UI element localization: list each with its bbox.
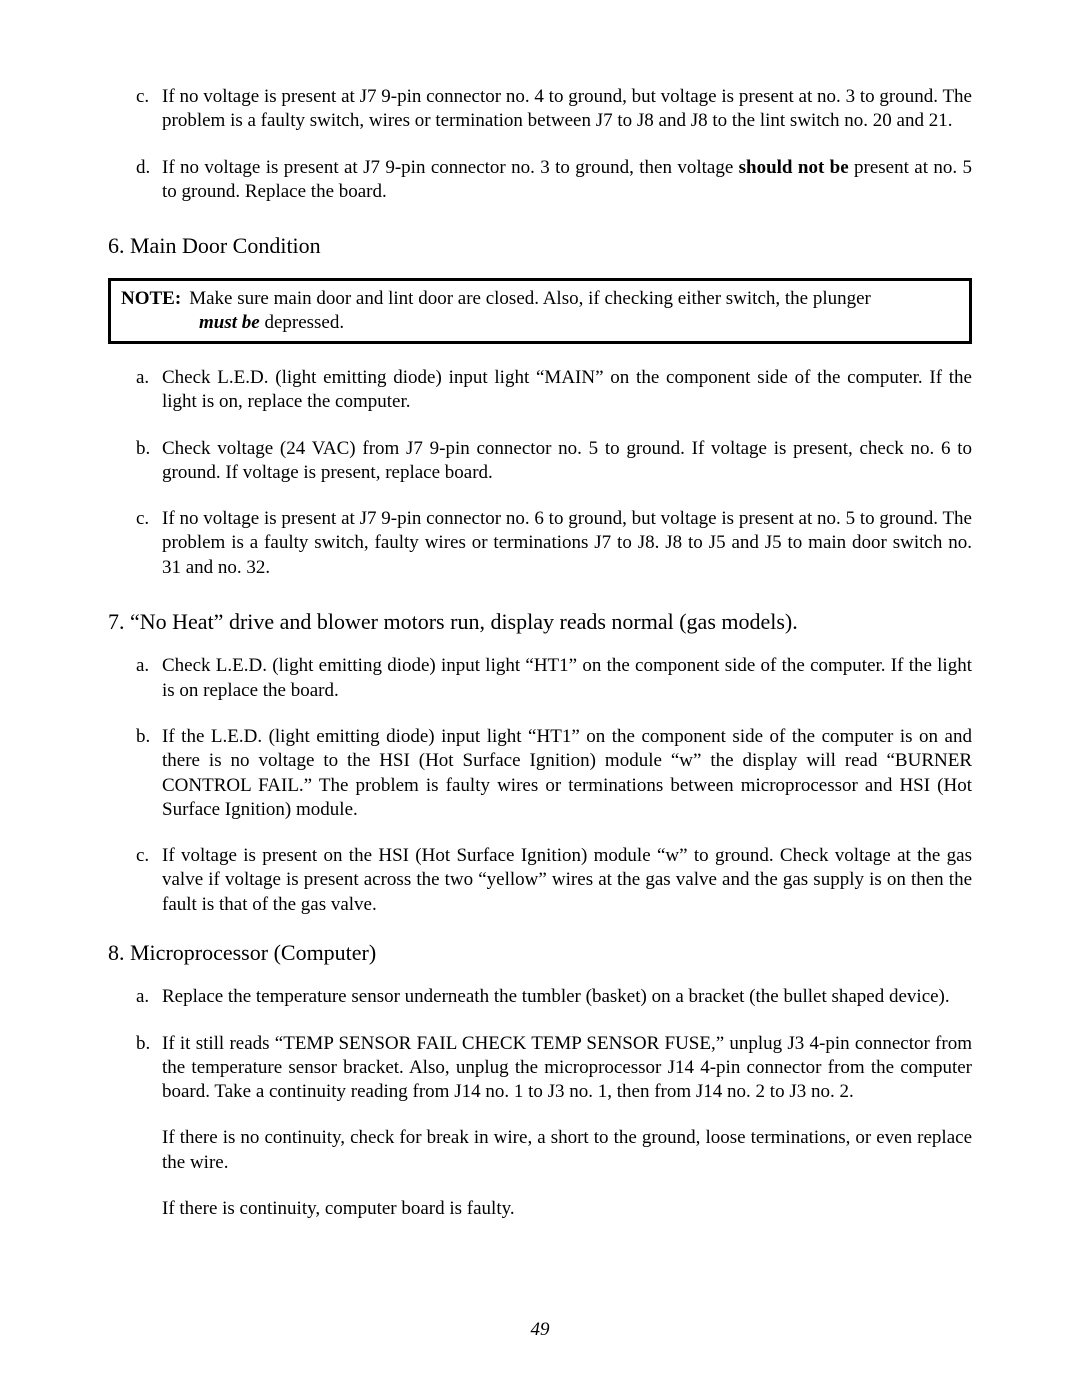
item-text: If no voltage is present at J7 9-pin con… bbox=[162, 156, 972, 205]
item-letter: a. bbox=[136, 985, 162, 1009]
item-text: If no voltage is present at J7 9-pin con… bbox=[162, 85, 972, 134]
section-6-heading: 6. Main Door Condition bbox=[108, 232, 972, 260]
item-letter: a. bbox=[136, 366, 162, 415]
item-letter: d. bbox=[136, 156, 162, 205]
note-line2: must be depressed. bbox=[121, 311, 959, 335]
section-7-heading: 7. “No Heat” drive and blower motors run… bbox=[108, 608, 972, 636]
list-item-6a: a. Check L.E.D. (light emitting diode) i… bbox=[108, 366, 972, 415]
list-item-7b: b. If the L.E.D. (light emitting diode) … bbox=[108, 725, 972, 822]
item-letter: b. bbox=[136, 437, 162, 486]
item-text: Replace the temperature sensor underneat… bbox=[162, 985, 972, 1009]
list-item-d: d. If no voltage is present at J7 9-pin … bbox=[108, 156, 972, 205]
item-letter: b. bbox=[136, 725, 162, 822]
item-letter: a. bbox=[136, 654, 162, 703]
list-item-7a: a. Check L.E.D. (light emitting diode) i… bbox=[108, 654, 972, 703]
note-line1: Make sure main door and lint door are cl… bbox=[189, 287, 959, 311]
item-text: If voltage is present on the HSI (Hot Su… bbox=[162, 844, 972, 917]
section8-para2: If there is continuity, computer board i… bbox=[162, 1197, 972, 1221]
item-letter: b. bbox=[136, 1032, 162, 1105]
page-number: 49 bbox=[0, 1318, 1080, 1342]
item-letter: c. bbox=[136, 507, 162, 580]
list-item-6b: b. Check voltage (24 VAC) from J7 9-pin … bbox=[108, 437, 972, 486]
note-label: NOTE: bbox=[121, 287, 189, 311]
section8-para1: If there is no continuity, check for bre… bbox=[162, 1126, 972, 1175]
item-text: If the L.E.D. (light emitting diode) inp… bbox=[162, 725, 972, 822]
item-letter: c. bbox=[136, 844, 162, 917]
section-8-heading: 8. Microprocessor (Computer) bbox=[108, 939, 972, 967]
list-item-6c: c. If no voltage is present at J7 9-pin … bbox=[108, 507, 972, 580]
text-bold: should not be bbox=[739, 157, 849, 178]
list-item-c: c. If no voltage is present at J7 9-pin … bbox=[108, 85, 972, 134]
item-letter: c. bbox=[136, 85, 162, 134]
item-text: If no voltage is present at J7 9-pin con… bbox=[162, 507, 972, 580]
list-item-8b: b. If it still reads “TEMP SENSOR FAIL C… bbox=[108, 1032, 972, 1105]
item-text: If it still reads “TEMP SENSOR FAIL CHEC… bbox=[162, 1032, 972, 1105]
item-text: Check L.E.D. (light emitting diode) inpu… bbox=[162, 654, 972, 703]
note-rest: depressed. bbox=[260, 312, 344, 333]
list-item-8a: a. Replace the temperature sensor undern… bbox=[108, 985, 972, 1009]
text-pre: If no voltage is present at J7 9-pin con… bbox=[162, 157, 739, 178]
note-box: NOTE: Make sure main door and lint door … bbox=[108, 278, 972, 344]
item-text: Check L.E.D. (light emitting diode) inpu… bbox=[162, 366, 972, 415]
note-emph: must be bbox=[199, 312, 260, 333]
list-item-7c: c. If voltage is present on the HSI (Hot… bbox=[108, 844, 972, 917]
item-text: Check voltage (24 VAC) from J7 9-pin con… bbox=[162, 437, 972, 486]
page: c. If no voltage is present at J7 9-pin … bbox=[0, 0, 1080, 1397]
